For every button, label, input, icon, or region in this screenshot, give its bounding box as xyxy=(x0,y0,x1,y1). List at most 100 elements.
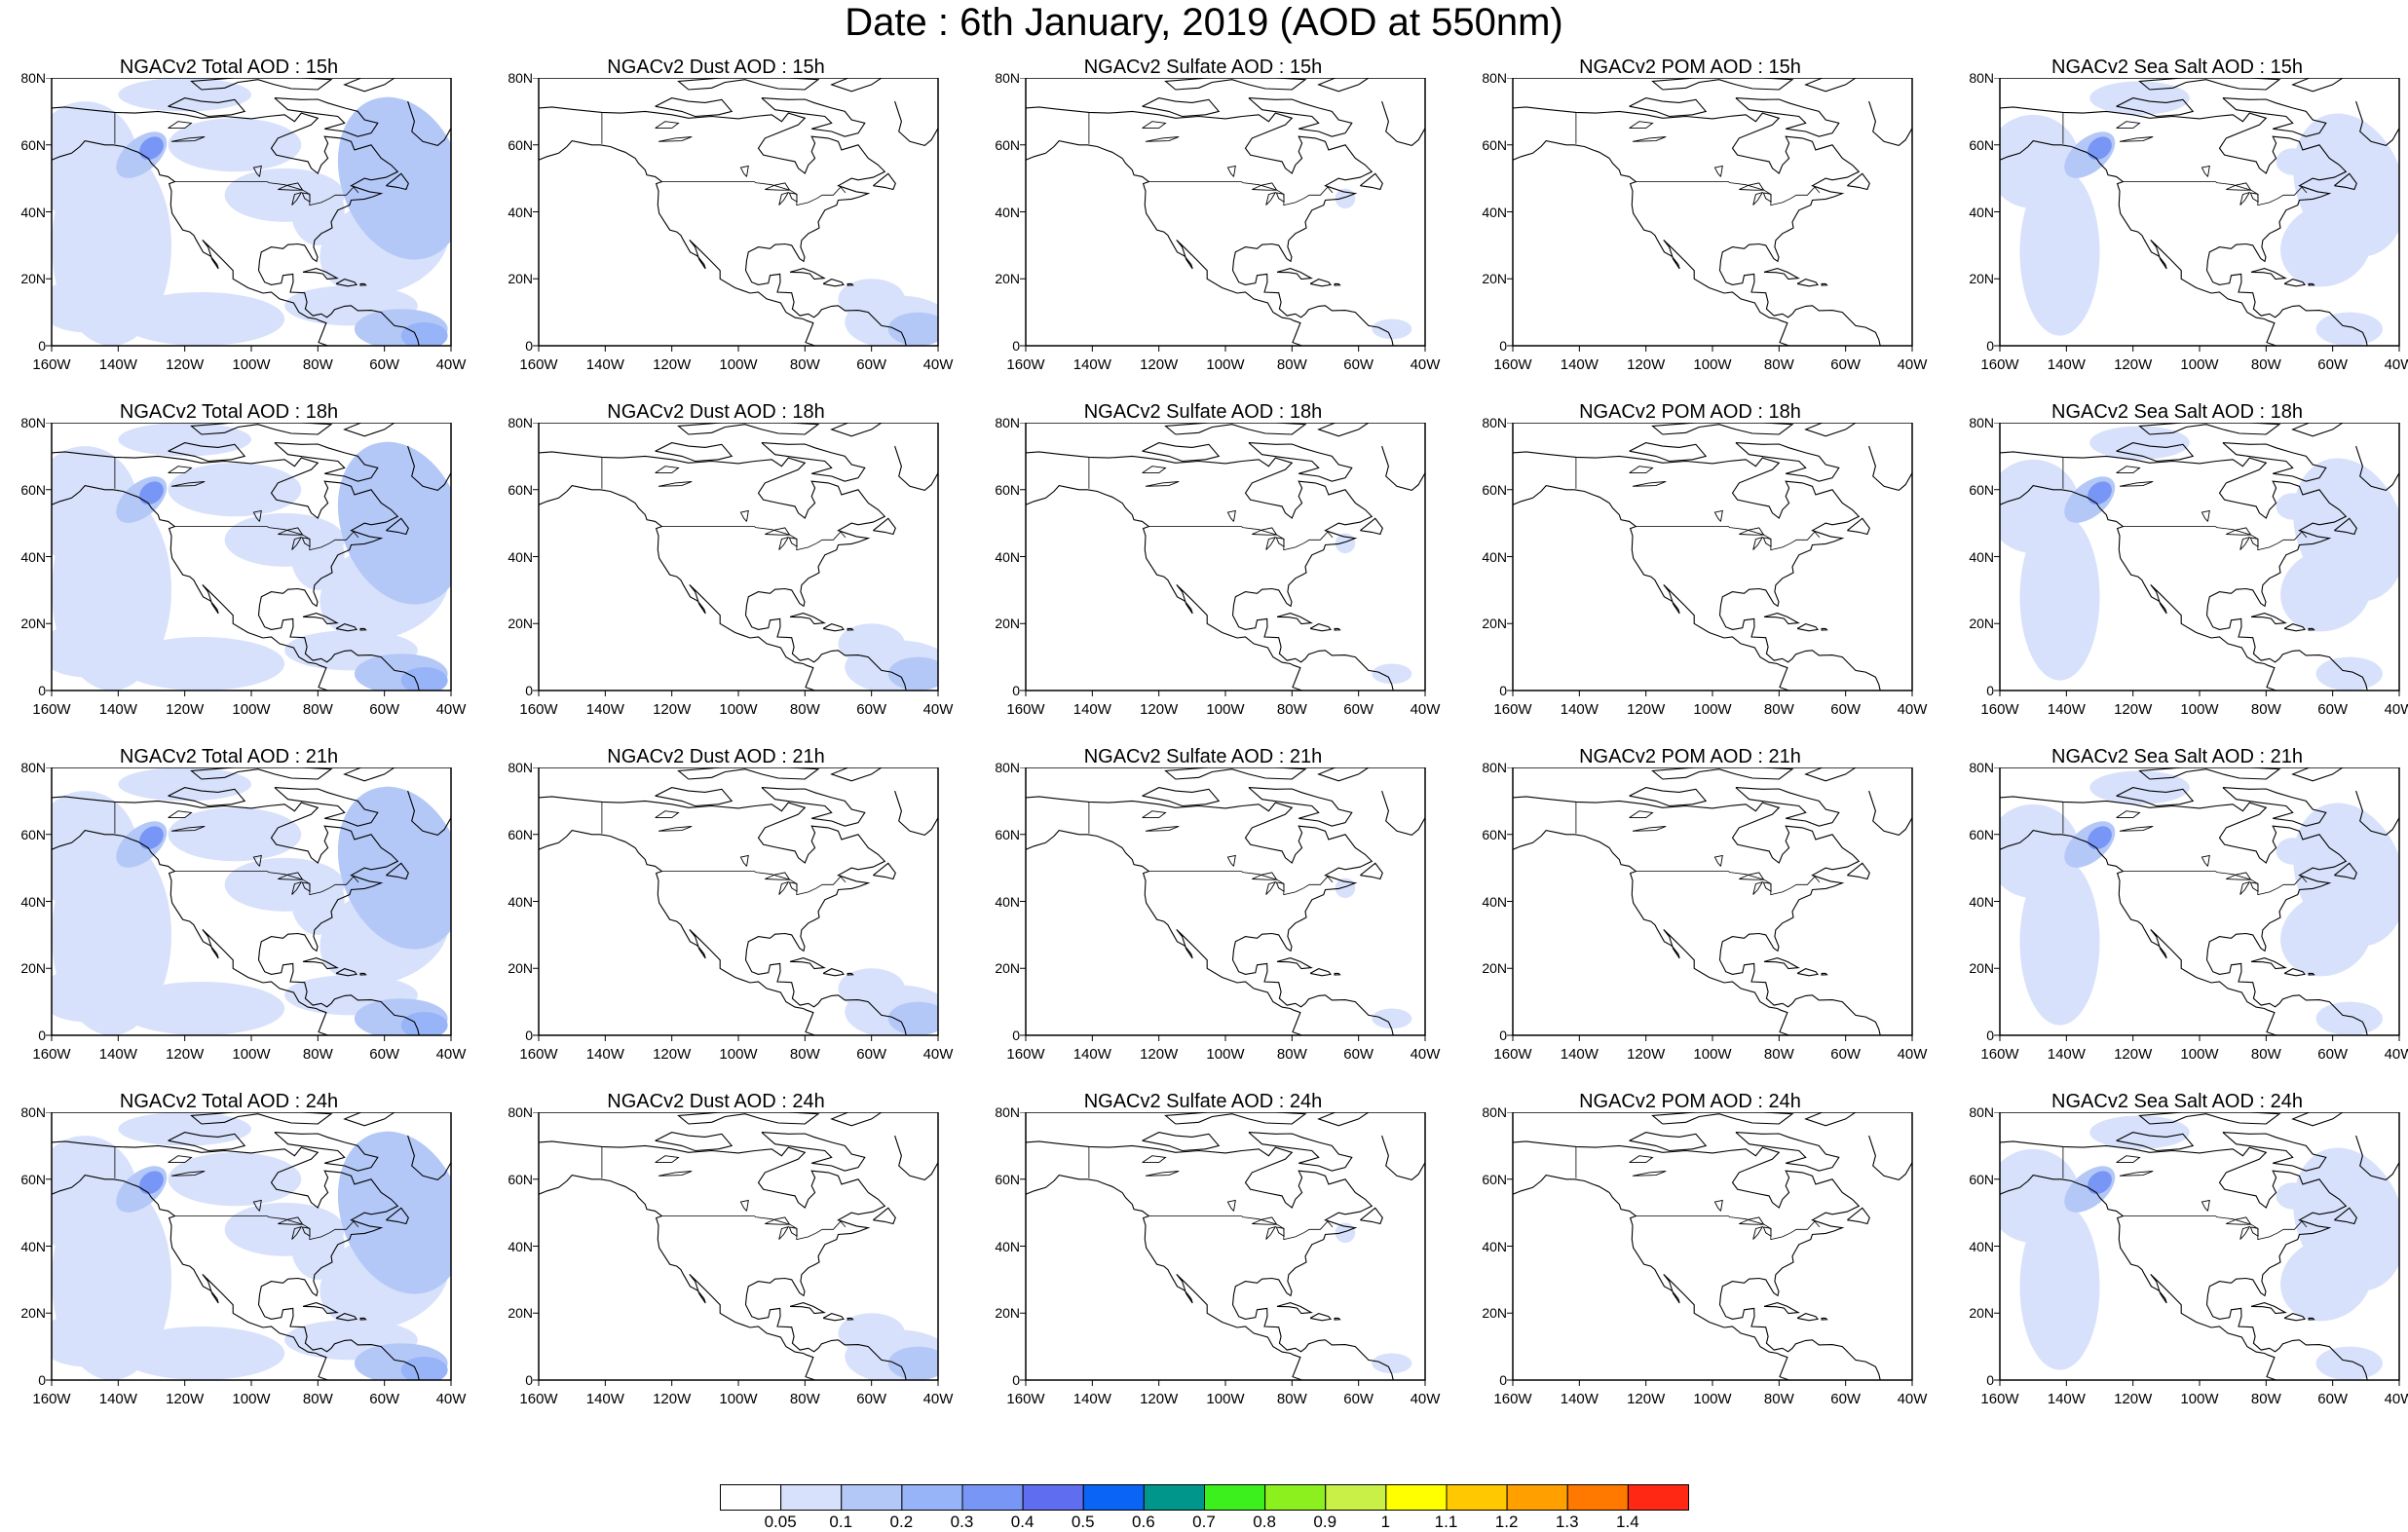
map-plot xyxy=(46,78,452,352)
lon-tick-label: 140W xyxy=(98,1046,137,1063)
coastline xyxy=(359,1317,367,1321)
lake-outline xyxy=(658,136,693,142)
aod-field xyxy=(400,666,448,691)
panel-title: NGACv2 POM AOD : 21h xyxy=(1579,746,1801,767)
aod-field xyxy=(887,1346,938,1380)
lat-tick-label: 0 xyxy=(525,1028,533,1043)
lake-outline xyxy=(1739,182,1765,191)
lat-tick-label: 80N xyxy=(995,760,1020,775)
lat-tick-label: 80N xyxy=(995,415,1020,430)
lon-tick-label: 160W xyxy=(1980,356,2019,373)
lat-tick-label: 80N xyxy=(1482,1104,1507,1120)
lake-outline xyxy=(168,121,193,130)
lon-tick-label: 60W xyxy=(856,1391,887,1407)
coastline xyxy=(1821,627,1828,631)
coastline xyxy=(830,1112,883,1127)
coastline xyxy=(1026,796,1394,1035)
lat-tick-label: 0 xyxy=(1986,1028,1994,1043)
coastline xyxy=(52,796,420,1035)
coastline xyxy=(2334,172,2357,191)
lat-tick-label: 0 xyxy=(525,1372,533,1388)
lat-tick-label: 40N xyxy=(1969,1238,1994,1254)
lat-tick-label: 60N xyxy=(20,136,46,153)
coastline xyxy=(1796,623,1820,632)
lake-outline xyxy=(2116,1155,2141,1164)
coastline xyxy=(1360,862,1383,880)
lat-tick-label: 0 xyxy=(38,1028,46,1043)
lat-tick-label: 0 xyxy=(1012,1372,1020,1388)
map-plot xyxy=(1020,1112,1426,1386)
lon-tick-label: 160W xyxy=(519,1046,558,1063)
coastline xyxy=(822,623,846,632)
lon-tick-label: 140W xyxy=(1072,356,1111,373)
lon-tick-label: 80W xyxy=(1276,356,1307,373)
lon-tick-label: 160W xyxy=(1980,1046,2019,1063)
aod-field xyxy=(2088,1171,2112,1195)
colorbar-label: 0.1 xyxy=(829,1513,853,1531)
aod-field xyxy=(1335,1222,1356,1244)
panel-title: NGACv2 Sea Salt AOD : 21h xyxy=(2051,746,2303,767)
lon-tick-label: 80W xyxy=(789,1391,820,1407)
colorbar-segment xyxy=(1446,1484,1508,1511)
lat-tick-label: 80N xyxy=(1969,415,1994,430)
panel-title: NGACv2 POM AOD : 18h xyxy=(1579,401,1801,423)
coastline xyxy=(1381,790,1425,837)
lon-tick-label: 140W xyxy=(2047,1046,2086,1063)
lake-outline xyxy=(2201,165,2210,177)
lake-outline xyxy=(2239,1225,2251,1240)
coastline xyxy=(1309,1313,1333,1322)
aod-field xyxy=(400,321,448,346)
colorbar-label: 1.3 xyxy=(1555,1513,1579,1531)
lon-tick-label: 140W xyxy=(98,356,137,373)
lon-tick-label: 100W xyxy=(719,701,758,718)
coastline xyxy=(2116,97,2195,118)
coastline xyxy=(1735,442,1840,482)
lat-tick-label: 60N xyxy=(1969,481,1994,498)
lon-tick-label: 120W xyxy=(653,701,692,718)
lon-tick-label: 140W xyxy=(585,1391,624,1407)
lat-tick-label: 0 xyxy=(1499,338,1507,354)
aod-field xyxy=(337,1131,451,1294)
coastline xyxy=(1763,268,1800,280)
lake-outline xyxy=(252,509,262,522)
coastline xyxy=(302,1302,339,1315)
lat-tick-label: 40N xyxy=(508,1238,533,1254)
lake-outline xyxy=(739,854,749,867)
coastline xyxy=(894,790,938,837)
coastline xyxy=(1360,517,1383,536)
lon-tick-label: 60W xyxy=(369,1046,400,1063)
lake-outline xyxy=(1752,191,1764,206)
aod-field xyxy=(2088,826,2112,850)
coastline xyxy=(386,1207,409,1225)
coastline xyxy=(1317,423,1370,437)
panel-title: NGACv2 Total AOD : 18h xyxy=(119,401,339,423)
lat-tick-label: 60N xyxy=(1969,136,1994,153)
coastline xyxy=(335,968,358,977)
lat-tick-label: 20N xyxy=(20,960,46,977)
coastline xyxy=(52,1140,420,1380)
coastline xyxy=(2116,1132,2195,1152)
coastline xyxy=(822,1313,846,1322)
lon-tick-label: 60W xyxy=(1830,1046,1862,1063)
lake-outline xyxy=(2116,466,2141,474)
coastline xyxy=(1381,100,1425,147)
lon-tick-label: 120W xyxy=(1627,1046,1666,1063)
coastline xyxy=(1629,787,1708,807)
lake-outline xyxy=(1252,1216,1278,1225)
lon-tick-label: 100W xyxy=(1693,1391,1732,1407)
lake-outline xyxy=(2239,880,2251,895)
coastline xyxy=(2250,1302,2287,1315)
lake-outline xyxy=(1145,136,1180,142)
panel-title: NGACv2 Sea Salt AOD : 18h xyxy=(2051,401,2303,423)
lat-tick-label: 60N xyxy=(20,826,46,842)
coastline xyxy=(1026,139,1302,346)
lat-tick-label: 80N xyxy=(508,70,533,86)
map-plot xyxy=(1507,423,1913,696)
lon-tick-label: 160W xyxy=(32,701,71,718)
panel-title: NGACv2 Total AOD : 15h xyxy=(119,56,339,78)
lat-tick-label: 40N xyxy=(995,1238,1020,1254)
lon-tick-label: 140W xyxy=(1560,356,1599,373)
lon-tick-label: 100W xyxy=(2180,701,2219,718)
lon-tick-label: 100W xyxy=(719,1046,758,1063)
lake-outline xyxy=(778,1225,790,1240)
